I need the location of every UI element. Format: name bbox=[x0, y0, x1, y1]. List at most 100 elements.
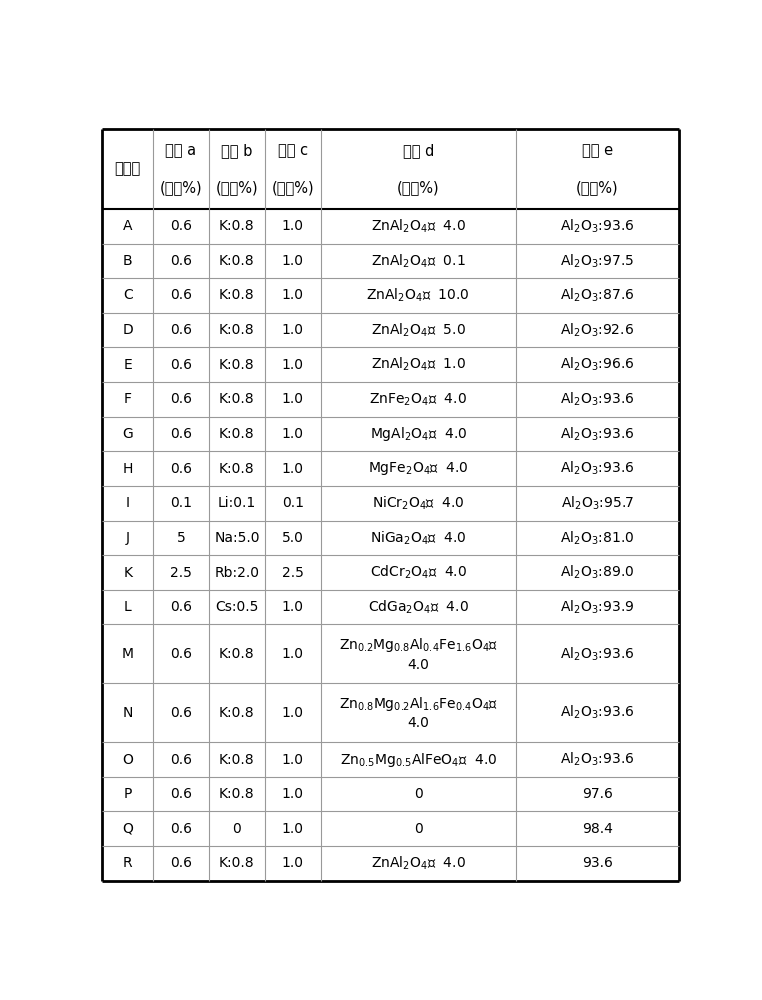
Text: E: E bbox=[123, 358, 132, 372]
Text: 1.0: 1.0 bbox=[282, 219, 304, 233]
Text: Al$_2$O$_3$:87.6: Al$_2$O$_3$:87.6 bbox=[560, 287, 634, 304]
Text: O: O bbox=[122, 753, 133, 767]
Text: 0.6: 0.6 bbox=[170, 706, 192, 720]
Text: ZnAl$_2$O$_4$：  4.0: ZnAl$_2$O$_4$： 4.0 bbox=[371, 855, 466, 872]
Text: 0.6: 0.6 bbox=[170, 600, 192, 614]
Text: ZnAl$_2$O$_4$：  5.0: ZnAl$_2$O$_4$： 5.0 bbox=[371, 321, 466, 339]
Text: K:0.8: K:0.8 bbox=[219, 462, 255, 476]
Text: 1.0: 1.0 bbox=[282, 856, 304, 870]
Text: 1.0: 1.0 bbox=[282, 753, 304, 767]
Text: B: B bbox=[123, 254, 133, 268]
Text: 0.6: 0.6 bbox=[170, 462, 192, 476]
Text: 1.0: 1.0 bbox=[282, 358, 304, 372]
Text: L: L bbox=[123, 600, 132, 614]
Text: A: A bbox=[123, 219, 133, 233]
Text: Zn$_{0.2}$Mg$_{0.8}$Al$_{0.4}$Fe$_{1.6}$O$_4$：
4.0: Zn$_{0.2}$Mg$_{0.8}$Al$_{0.4}$Fe$_{1.6}$… bbox=[338, 636, 498, 672]
Text: 0.6: 0.6 bbox=[170, 753, 192, 767]
Text: 0.1: 0.1 bbox=[170, 496, 192, 510]
Text: Al$_2$O$_3$:96.6: Al$_2$O$_3$:96.6 bbox=[560, 356, 634, 373]
Text: Al$_2$O$_3$:93.6: Al$_2$O$_3$:93.6 bbox=[560, 704, 634, 721]
Text: NiGa$_2$O$_4$：  4.0: NiGa$_2$O$_4$： 4.0 bbox=[370, 529, 466, 547]
Text: Al$_2$O$_3$:93.6: Al$_2$O$_3$:93.6 bbox=[560, 218, 634, 235]
Text: K:0.8: K:0.8 bbox=[219, 787, 255, 801]
Text: K:0.8: K:0.8 bbox=[219, 358, 255, 372]
Text: 0.6: 0.6 bbox=[170, 856, 192, 870]
Text: 1.0: 1.0 bbox=[282, 427, 304, 441]
Text: 1.0: 1.0 bbox=[282, 462, 304, 476]
Text: 1.0: 1.0 bbox=[282, 392, 304, 406]
Text: MgFe$_2$O$_4$：  4.0: MgFe$_2$O$_4$： 4.0 bbox=[368, 460, 469, 477]
Text: 0.6: 0.6 bbox=[170, 254, 192, 268]
Text: M: M bbox=[122, 647, 133, 661]
Text: 1.0: 1.0 bbox=[282, 822, 304, 836]
Text: K:0.8: K:0.8 bbox=[219, 254, 255, 268]
Text: 1.0: 1.0 bbox=[282, 787, 304, 801]
Text: 0: 0 bbox=[414, 822, 423, 836]
Text: K:0.8: K:0.8 bbox=[219, 706, 255, 720]
Text: NiCr$_2$O$_4$：  4.0: NiCr$_2$O$_4$： 4.0 bbox=[372, 495, 465, 512]
Text: 0.6: 0.6 bbox=[170, 787, 192, 801]
Text: D: D bbox=[123, 323, 133, 337]
Text: 1.0: 1.0 bbox=[282, 706, 304, 720]
Text: 5: 5 bbox=[177, 531, 185, 545]
Text: Zn$_{0.8}$Mg$_{0.2}$Al$_{1.6}$Fe$_{0.4}$O$_4$：
4.0: Zn$_{0.8}$Mg$_{0.2}$Al$_{1.6}$Fe$_{0.4}$… bbox=[338, 695, 498, 730]
Text: 0.6: 0.6 bbox=[170, 323, 192, 337]
Text: C: C bbox=[123, 288, 133, 302]
Text: 组分 e

(重量%): 组分 e (重量%) bbox=[576, 143, 619, 195]
Text: Al$_2$O$_3$:89.0: Al$_2$O$_3$:89.0 bbox=[560, 564, 634, 581]
Text: Al$_2$O$_3$:93.6: Al$_2$O$_3$:93.6 bbox=[560, 391, 634, 408]
Text: 0.1: 0.1 bbox=[282, 496, 304, 510]
Text: H: H bbox=[123, 462, 133, 476]
Text: K:0.8: K:0.8 bbox=[219, 856, 255, 870]
Text: CdGa$_2$O$_4$：  4.0: CdGa$_2$O$_4$： 4.0 bbox=[368, 598, 469, 616]
Text: ZnAl$_2$O$_4$：  1.0: ZnAl$_2$O$_4$： 1.0 bbox=[371, 356, 466, 373]
Text: 组分 a

(重量%): 组分 a (重量%) bbox=[160, 143, 203, 195]
Text: ZnAl$_2$O$_4$：  10.0: ZnAl$_2$O$_4$： 10.0 bbox=[367, 287, 470, 304]
Text: Al$_2$O$_3$:92.6: Al$_2$O$_3$:92.6 bbox=[560, 321, 634, 339]
Text: 0.6: 0.6 bbox=[170, 427, 192, 441]
Text: 1.0: 1.0 bbox=[282, 323, 304, 337]
Text: 0.6: 0.6 bbox=[170, 358, 192, 372]
Text: 1.0: 1.0 bbox=[282, 254, 304, 268]
Text: K:0.8: K:0.8 bbox=[219, 219, 255, 233]
Text: F: F bbox=[123, 392, 132, 406]
Text: CdCr$_2$O$_4$：  4.0: CdCr$_2$O$_4$： 4.0 bbox=[370, 564, 466, 581]
Text: 0.6: 0.6 bbox=[170, 392, 192, 406]
Text: 催化剂: 催化剂 bbox=[114, 162, 141, 177]
Text: Al$_2$O$_3$:93.6: Al$_2$O$_3$:93.6 bbox=[560, 751, 634, 768]
Text: 1.0: 1.0 bbox=[282, 647, 304, 661]
Text: Na:5.0: Na:5.0 bbox=[214, 531, 260, 545]
Text: Zn$_{0.5}$Mg$_{0.5}$AlFeO$_4$：  4.0: Zn$_{0.5}$Mg$_{0.5}$AlFeO$_4$： 4.0 bbox=[340, 751, 497, 769]
Text: R: R bbox=[123, 856, 133, 870]
Text: 5.0: 5.0 bbox=[282, 531, 304, 545]
Text: Al$_2$O$_3$:93.6: Al$_2$O$_3$:93.6 bbox=[560, 645, 634, 663]
Text: I: I bbox=[126, 496, 130, 510]
Text: 0: 0 bbox=[232, 822, 242, 836]
Text: K:0.8: K:0.8 bbox=[219, 288, 255, 302]
Text: 0.6: 0.6 bbox=[170, 288, 192, 302]
Text: N: N bbox=[123, 706, 133, 720]
Text: K: K bbox=[123, 566, 132, 580]
Text: 97.6: 97.6 bbox=[581, 787, 613, 801]
Text: 组分 b

(重量%): 组分 b (重量%) bbox=[216, 143, 258, 195]
Text: Rb:2.0: Rb:2.0 bbox=[214, 566, 259, 580]
Text: Q: Q bbox=[122, 822, 133, 836]
Text: 组分 c

(重量%): 组分 c (重量%) bbox=[271, 143, 314, 195]
Text: Al$_2$O$_3$:81.0: Al$_2$O$_3$:81.0 bbox=[560, 529, 634, 547]
Text: Al$_2$O$_3$:93.6: Al$_2$O$_3$:93.6 bbox=[560, 425, 634, 443]
Text: 0: 0 bbox=[414, 787, 423, 801]
Text: P: P bbox=[123, 787, 132, 801]
Text: 组分 d

(重量%): 组分 d (重量%) bbox=[397, 143, 440, 195]
Text: J: J bbox=[126, 531, 130, 545]
Text: 98.4: 98.4 bbox=[581, 822, 613, 836]
Text: Al$_2$O$_3$:93.6: Al$_2$O$_3$:93.6 bbox=[560, 460, 634, 477]
Text: ZnFe$_2$O$_4$：  4.0: ZnFe$_2$O$_4$： 4.0 bbox=[370, 391, 467, 408]
Text: K:0.8: K:0.8 bbox=[219, 647, 255, 661]
Text: 2.5: 2.5 bbox=[170, 566, 192, 580]
Text: 0.6: 0.6 bbox=[170, 219, 192, 233]
Text: ZnAl$_2$O$_4$：  0.1: ZnAl$_2$O$_4$： 0.1 bbox=[371, 252, 466, 270]
Text: 1.0: 1.0 bbox=[282, 288, 304, 302]
Text: 2.5: 2.5 bbox=[282, 566, 304, 580]
Text: 93.6: 93.6 bbox=[581, 856, 613, 870]
Text: MgAl$_2$O$_4$：  4.0: MgAl$_2$O$_4$： 4.0 bbox=[370, 425, 467, 443]
